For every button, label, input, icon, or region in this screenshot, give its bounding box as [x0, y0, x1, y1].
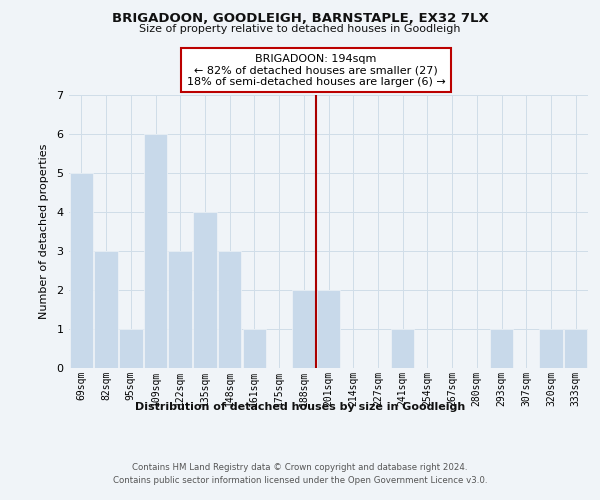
Bar	[292, 290, 316, 368]
Bar	[169, 250, 192, 368]
Bar	[94, 250, 118, 368]
Y-axis label: Number of detached properties: Number of detached properties	[40, 144, 49, 319]
Bar	[218, 250, 241, 368]
Bar	[539, 328, 563, 368]
Bar	[391, 328, 415, 368]
Bar	[490, 328, 513, 368]
Text: Contains HM Land Registry data © Crown copyright and database right 2024.: Contains HM Land Registry data © Crown c…	[132, 462, 468, 471]
Bar	[144, 134, 167, 368]
Text: Size of property relative to detached houses in Goodleigh: Size of property relative to detached ho…	[139, 24, 461, 34]
Bar	[119, 328, 143, 368]
Bar	[70, 173, 93, 368]
Text: Contains public sector information licensed under the Open Government Licence v3: Contains public sector information licen…	[113, 476, 487, 485]
Text: Distribution of detached houses by size in Goodleigh: Distribution of detached houses by size …	[135, 402, 465, 412]
Bar	[242, 328, 266, 368]
Text: BRIGADOON: 194sqm
← 82% of detached houses are smaller (27)
18% of semi-detached: BRIGADOON: 194sqm ← 82% of detached hous…	[187, 54, 446, 87]
Bar	[193, 212, 217, 368]
Bar	[564, 328, 587, 368]
Bar	[317, 290, 340, 368]
Text: BRIGADOON, GOODLEIGH, BARNSTAPLE, EX32 7LX: BRIGADOON, GOODLEIGH, BARNSTAPLE, EX32 7…	[112, 12, 488, 26]
